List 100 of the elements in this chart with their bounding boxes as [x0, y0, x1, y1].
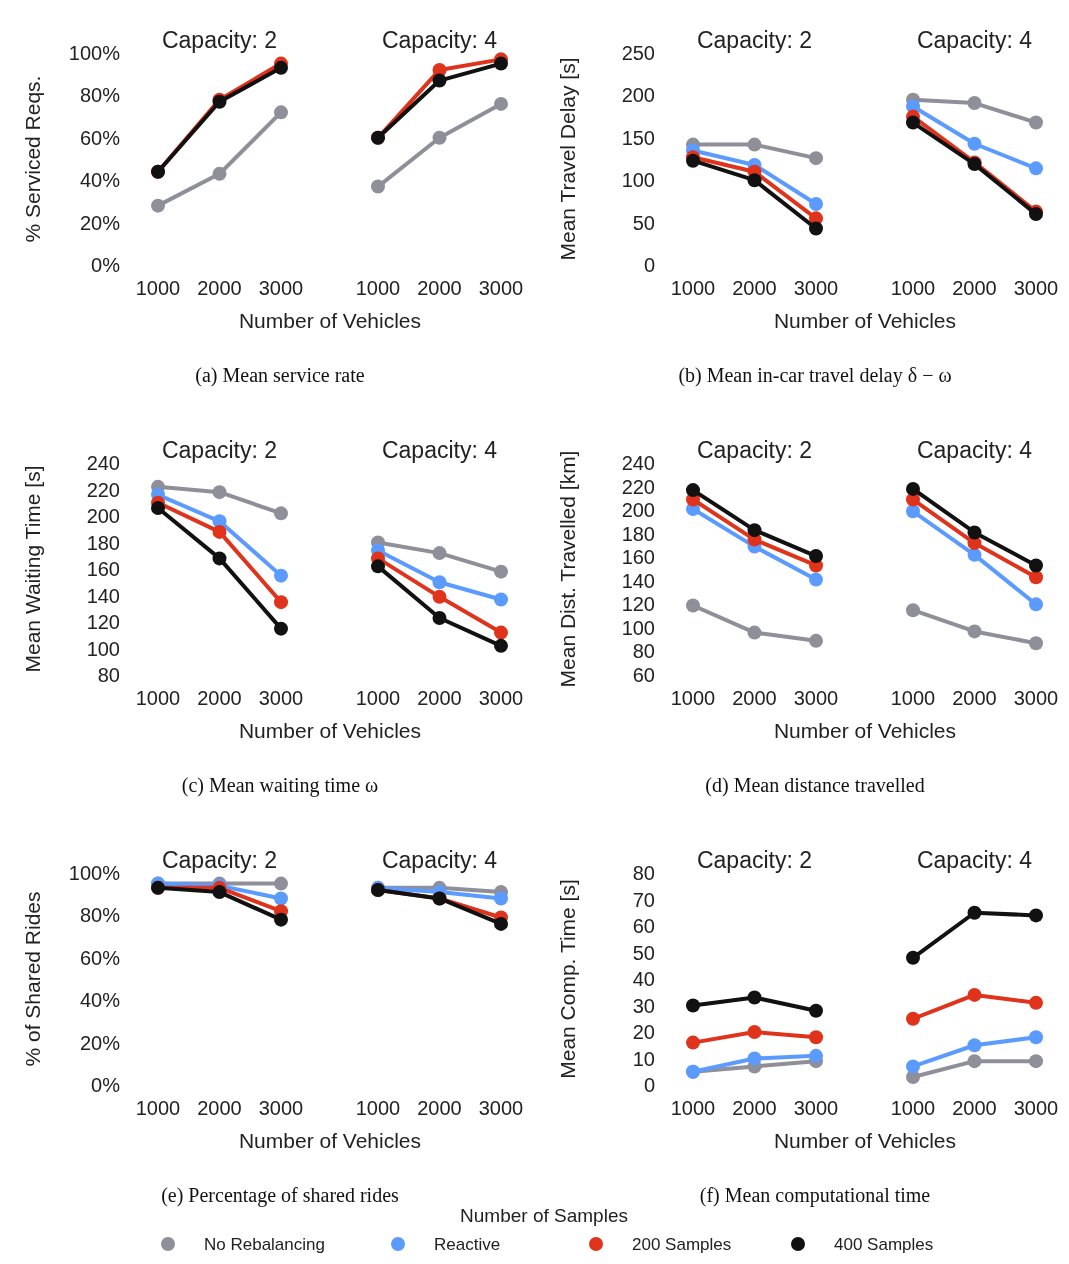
point [151, 501, 165, 516]
point [371, 559, 385, 574]
y-tick-label: 200 [621, 499, 655, 522]
y-tick-label: 120 [86, 611, 120, 633]
point [967, 525, 982, 540]
x-tick-label: 1000 [135, 277, 181, 299]
point [274, 105, 288, 120]
chart-title: Capacity: 2 [161, 437, 278, 463]
point [906, 504, 920, 519]
point [809, 549, 823, 564]
y-tick-label: 100 [621, 616, 655, 639]
y-tick-label: 0 [643, 254, 655, 276]
x-tick-label: 2000 [197, 277, 242, 299]
x-tick-label: 3000 [478, 277, 524, 299]
point [809, 221, 823, 236]
point [1029, 558, 1043, 573]
chart-title: Capacity: 4 [381, 437, 498, 463]
chart-title: Capacity: 4 [381, 27, 498, 53]
y-tick-label: 100 [86, 637, 120, 660]
x-tick-label: 2000 [417, 277, 462, 299]
y-tick-label: 60 [632, 664, 655, 686]
text: (c) Mean waiting time ω [181, 774, 379, 797]
point [494, 56, 508, 71]
x-tick-label: 2000 [732, 277, 777, 299]
y-tick-label: 20% [79, 211, 121, 234]
x-axis-title: Number of Vehicles [238, 1129, 422, 1152]
y-tick-label: 100 [621, 169, 655, 192]
point [809, 572, 823, 587]
x-tick-label: 2000 [417, 1097, 462, 1119]
point [906, 603, 920, 618]
y-tick-label: 100% [68, 862, 121, 884]
point [906, 950, 920, 965]
x-tick-label: 1000 [670, 1097, 716, 1119]
point [371, 179, 385, 194]
legend-title: Number of Samples [460, 1205, 628, 1226]
y-tick-label: 50 [632, 941, 655, 964]
legend-label: 200 Samples [632, 1234, 732, 1254]
x-tick-label: 2000 [952, 277, 997, 299]
point [494, 638, 508, 653]
y-tick-label: 180 [621, 522, 655, 545]
x-tick-label: 3000 [1013, 1097, 1059, 1119]
x-tick-label: 1000 [355, 1097, 401, 1119]
point [967, 905, 982, 920]
point [809, 1030, 823, 1045]
x-axis-title: Number of Vehicles [238, 309, 422, 332]
point [432, 546, 447, 561]
point [212, 551, 227, 566]
y-axis-title: Mean Dist. Travelled [km] [556, 450, 579, 688]
y-tick-label: 60% [79, 946, 121, 969]
point [809, 196, 823, 211]
point [212, 885, 227, 900]
point [494, 96, 508, 111]
point [274, 60, 288, 75]
point [432, 589, 447, 604]
y-tick-label: 140 [621, 569, 655, 592]
y-tick-label: 240 [621, 452, 655, 474]
x-tick-label: 3000 [1013, 277, 1059, 299]
y-axis-title: % Serviced Reqs. [21, 75, 44, 243]
text: (e) Percentage of shared rides [161, 1184, 400, 1207]
y-tick-label: 40% [79, 169, 121, 192]
chart-title: Capacity: 4 [916, 27, 1033, 53]
y-tick-label: 180 [86, 531, 120, 554]
x-tick-label: 3000 [793, 1097, 839, 1119]
point [809, 151, 823, 166]
chart-title: Capacity: 2 [161, 847, 278, 873]
y-axis-title: Mean Comp. Time [s] [556, 879, 579, 1079]
point [1029, 570, 1043, 585]
y-tick-label: 120 [621, 593, 655, 616]
x-axis-title: Number of Vehicles [773, 719, 957, 742]
y-tick-label: 30 [632, 994, 655, 1017]
x-tick-label: 1000 [135, 1097, 181, 1119]
point [747, 1051, 762, 1066]
x-axis-title: Number of Vehicles [238, 719, 422, 742]
point [906, 115, 920, 130]
x-tick-label: 2000 [952, 1097, 997, 1119]
x-tick-label: 3000 [793, 277, 839, 299]
point [212, 524, 227, 539]
y-tick-label: 150 [621, 126, 655, 149]
y-tick-label: 60% [79, 126, 121, 149]
y-tick-label: 80% [79, 84, 121, 107]
point [494, 592, 508, 607]
point [432, 575, 447, 590]
y-tick-label: 20 [632, 1021, 655, 1043]
x-tick-label: 2000 [952, 687, 997, 709]
point [967, 96, 982, 111]
y-tick-label: 0% [91, 1074, 121, 1096]
y-tick-label: 220 [621, 475, 655, 498]
point [747, 990, 762, 1005]
y-tick-label: 70 [632, 888, 655, 911]
y-tick-label: 140 [86, 584, 120, 607]
point [274, 595, 288, 610]
x-tick-label: 2000 [197, 687, 242, 709]
text: (f) Mean computational time [699, 1184, 931, 1207]
point [1029, 1030, 1043, 1045]
y-tick-label: 80 [632, 640, 655, 663]
point [967, 624, 982, 639]
legend-label: No Rebalancing [204, 1234, 325, 1254]
point [967, 1038, 982, 1053]
point [1029, 115, 1043, 130]
point [1029, 161, 1043, 176]
